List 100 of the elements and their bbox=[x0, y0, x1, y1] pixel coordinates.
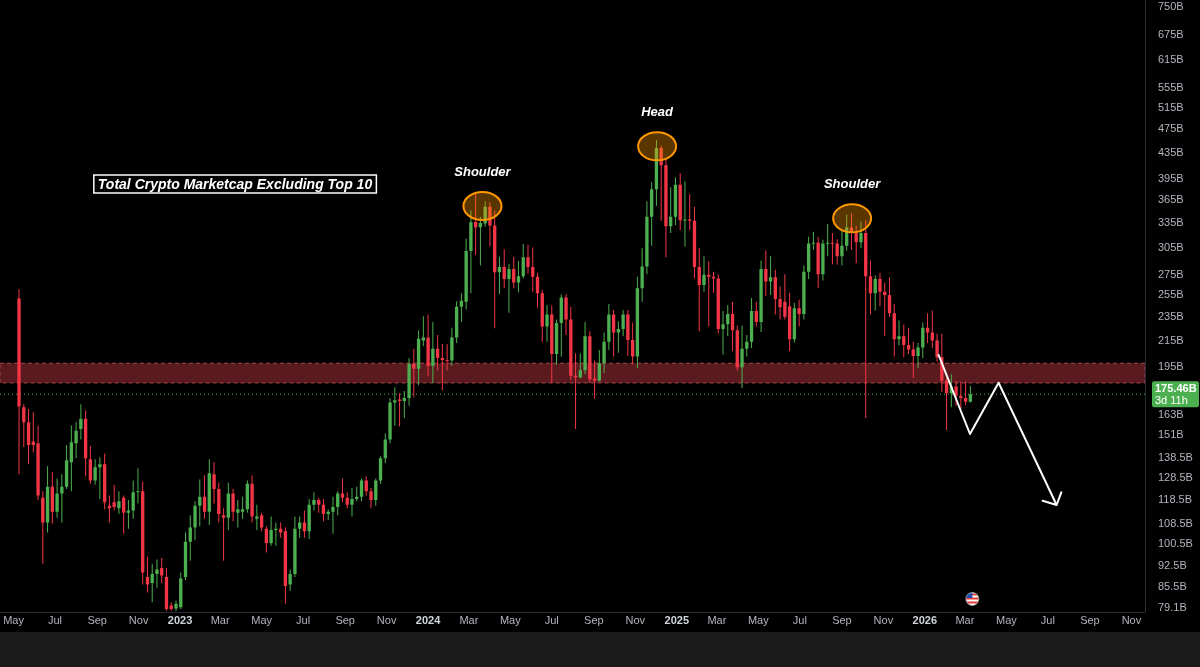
candlestick bbox=[944, 377, 949, 430]
candlestick bbox=[378, 456, 383, 484]
candlestick bbox=[255, 504, 259, 530]
candlestick bbox=[754, 301, 758, 327]
candlestick bbox=[650, 182, 654, 246]
candlestick bbox=[835, 239, 839, 265]
candlestick bbox=[921, 322, 925, 358]
x-tick-label: 2024 bbox=[415, 614, 442, 626]
candlestick bbox=[859, 221, 863, 249]
x-tick-label: Sep bbox=[584, 614, 604, 626]
y-tick-label: 255B bbox=[1158, 288, 1184, 301]
candlestick bbox=[635, 276, 640, 369]
candlestick bbox=[902, 324, 906, 358]
candlestick bbox=[626, 309, 630, 356]
candlestick bbox=[226, 482, 230, 530]
candlestick bbox=[526, 244, 530, 274]
y-tick-label: 435B bbox=[1158, 145, 1184, 158]
candlestick bbox=[145, 556, 150, 593]
candlestick bbox=[845, 214, 849, 251]
candlestick bbox=[854, 225, 858, 264]
candlestick bbox=[502, 249, 506, 289]
candlestick bbox=[611, 309, 616, 357]
x-tick-label: Jul bbox=[1040, 614, 1055, 626]
candlestick bbox=[892, 303, 896, 357]
y-tick-label: 92.5B bbox=[1158, 559, 1187, 572]
candlestick bbox=[397, 393, 402, 427]
candlestick bbox=[868, 260, 873, 315]
candlestick bbox=[212, 462, 216, 504]
candlestick bbox=[45, 466, 50, 533]
y-tick-label: 195B bbox=[1158, 359, 1184, 372]
candlestick bbox=[711, 271, 716, 293]
candlestick bbox=[602, 332, 606, 373]
candlestick bbox=[136, 468, 140, 504]
candlestick bbox=[41, 491, 45, 564]
x-tick-label: May bbox=[499, 614, 522, 626]
candlestick bbox=[745, 335, 749, 357]
candlestick bbox=[60, 474, 64, 523]
candlestick bbox=[630, 322, 635, 365]
x-tick-label: Nov bbox=[1121, 614, 1142, 626]
candlestick bbox=[802, 265, 806, 320]
candlestick bbox=[440, 343, 445, 391]
x-tick-label: Jul bbox=[792, 614, 807, 626]
candlestick bbox=[550, 305, 554, 383]
candlestick bbox=[331, 496, 335, 534]
y-tick-label: 100.5B bbox=[1158, 536, 1193, 549]
candlestick bbox=[688, 194, 692, 231]
text: Total Crypto Marketcap Excluding Top 10 bbox=[97, 176, 373, 192]
candlestick bbox=[388, 397, 392, 444]
candlestick bbox=[416, 330, 421, 386]
candlestick bbox=[916, 343, 920, 369]
candlestick bbox=[759, 260, 763, 332]
y-tick-label: 138.5B bbox=[1158, 451, 1193, 464]
candlestick bbox=[288, 569, 292, 591]
candlestick bbox=[664, 157, 668, 258]
candlestick bbox=[412, 348, 416, 398]
candlestick bbox=[445, 344, 449, 371]
x-tick-label: Sep bbox=[1080, 614, 1100, 626]
candlestick bbox=[797, 299, 801, 327]
candlestick bbox=[88, 446, 93, 484]
candlestick bbox=[826, 223, 830, 257]
x-tick-label: 2025 bbox=[664, 614, 690, 626]
candlestick bbox=[22, 404, 26, 447]
candlestick bbox=[830, 232, 835, 265]
candlestick bbox=[512, 256, 516, 289]
annotation: Shoulder bbox=[454, 164, 512, 180]
x-tick-label: Mar bbox=[955, 614, 975, 626]
y-tick-label: 118.5B bbox=[1158, 492, 1193, 505]
candlestick bbox=[483, 201, 487, 227]
candlestick bbox=[840, 230, 844, 266]
candlestick bbox=[478, 216, 483, 266]
x-tick-label: Nov bbox=[376, 614, 397, 626]
candlestick bbox=[435, 335, 440, 371]
candlestick bbox=[726, 305, 730, 337]
candlestick bbox=[640, 248, 644, 302]
candlestick bbox=[516, 260, 521, 293]
x-tick-label: Jul bbox=[544, 614, 559, 626]
candlestick bbox=[697, 247, 701, 332]
y-tick-label: 163B bbox=[1158, 407, 1184, 420]
candlestick bbox=[692, 206, 697, 279]
y-tick-label: 515B bbox=[1158, 100, 1184, 113]
y-tick-label: 128.5B bbox=[1158, 471, 1193, 484]
candlestick bbox=[564, 294, 568, 335]
candlestick bbox=[683, 181, 687, 247]
x-tick-label: Sep bbox=[832, 614, 852, 626]
candlestick bbox=[764, 250, 768, 296]
candlestick bbox=[383, 433, 387, 464]
y-tick-label: 750B bbox=[1158, 0, 1184, 13]
candlestick bbox=[302, 510, 307, 538]
candlestick bbox=[659, 145, 663, 221]
candlestick bbox=[654, 140, 659, 207]
candlestick bbox=[597, 350, 602, 382]
candlestick bbox=[240, 496, 245, 519]
candlestick bbox=[50, 472, 54, 524]
candlestick bbox=[193, 501, 197, 541]
candlestick bbox=[911, 341, 915, 378]
candlestick bbox=[849, 213, 854, 250]
x-tick-label: May bbox=[995, 614, 1018, 626]
candlestick bbox=[454, 301, 459, 344]
x-tick-label: Jul bbox=[48, 614, 63, 626]
candlestick bbox=[317, 497, 321, 513]
